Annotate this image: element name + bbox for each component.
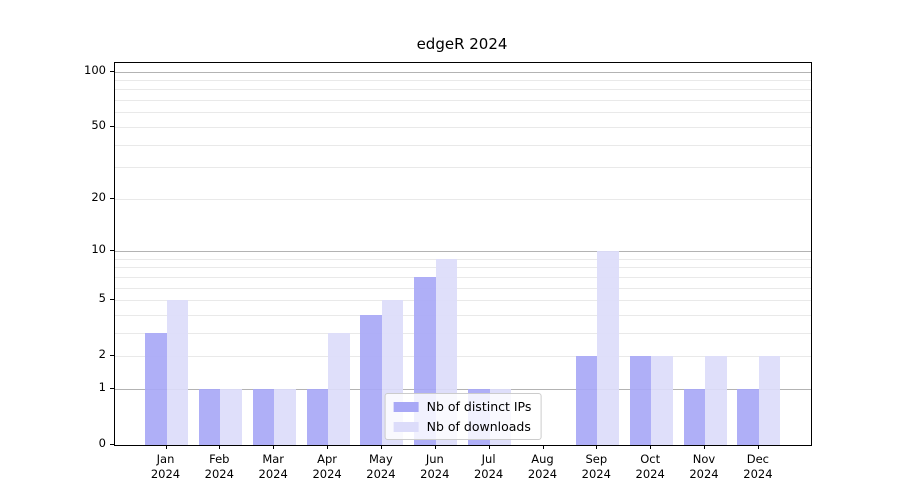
- gridline-y-90: [115, 79, 811, 81]
- gridline-y-2: [115, 356, 811, 358]
- legend-label: Nb of downloads: [426, 419, 531, 434]
- bar-dec-downloads: [758, 356, 781, 445]
- y-tick-label-50: 50: [91, 117, 106, 132]
- x-tick-label-jul: Jul 2024: [473, 452, 504, 481]
- x-tick-label-may: May 2024: [366, 452, 396, 481]
- legend-label: Nb of distinct IPs: [426, 399, 532, 414]
- x-tick-mark-mar: [273, 445, 275, 449]
- y-tick-label-0: 0: [98, 436, 106, 450]
- y-tick-label-10: 10: [91, 241, 106, 256]
- x-tick-mark-jun: [434, 445, 436, 449]
- y-tick-mark-100: [110, 70, 114, 72]
- bar-may-ips: [360, 314, 382, 445]
- gridline-y-1: [115, 388, 811, 390]
- y-tick-mark-0: [110, 444, 114, 445]
- x-tick-mark-aug: [542, 445, 544, 449]
- bar-feb-downloads: [220, 388, 242, 445]
- gridline-y-100: [115, 71, 811, 73]
- y-tick-mark-1: [110, 387, 114, 389]
- x-tick-label-dec: Dec 2024: [743, 452, 773, 481]
- gridline-y-70: [115, 100, 811, 101]
- bar-apr-ips: [306, 388, 329, 445]
- gridline-y-40: [115, 144, 811, 146]
- legend-entry: Nb of downloads: [393, 419, 532, 434]
- bar-nov-ips: [683, 388, 705, 445]
- bar-nov-downloads: [705, 356, 727, 445]
- x-tick-label-jun: Jun 2024: [420, 452, 450, 481]
- gridline-y-20: [115, 198, 811, 200]
- bar-feb-ips: [198, 388, 221, 445]
- bar-mar-downloads: [274, 388, 296, 445]
- bar-mar-ips: [252, 388, 275, 445]
- x-tick-label-oct: Oct 2024: [635, 452, 665, 481]
- x-tick-mark-oct: [650, 445, 652, 449]
- y-tick-mark-5: [110, 299, 114, 300]
- x-tick-mark-sep: [596, 445, 598, 449]
- gridline-y-9: [115, 258, 811, 260]
- gridline-y-60: [115, 112, 811, 114]
- x-tick-mark-may: [380, 445, 382, 449]
- plot-area: Nb of distinct IPs Nb of downloads: [114, 62, 812, 446]
- y-tick-label-20: 20: [91, 189, 106, 204]
- x-tick-label-feb: Feb 2024: [204, 452, 234, 481]
- bar-oct-downloads: [651, 356, 673, 445]
- x-tick-mark-feb: [219, 445, 221, 449]
- bar-jan-downloads: [166, 300, 188, 445]
- x-tick-mark-jul: [488, 445, 490, 449]
- y-tick-mark-20: [110, 197, 114, 199]
- x-tick-label-nov: Nov 2024: [689, 452, 719, 481]
- x-tick-label-jan: Jan 2024: [150, 452, 181, 481]
- bar-oct-ips: [629, 356, 652, 445]
- x-tick-label-aug: Aug 2024: [527, 452, 558, 481]
- gridline-y-10: [115, 250, 811, 252]
- bar-jan-ips: [145, 332, 167, 445]
- legend-swatch-icon: [393, 421, 419, 432]
- legend-swatch-icon: [393, 401, 419, 412]
- bar-sep-ips: [575, 356, 598, 445]
- x-tick-label-mar: Mar 2024: [258, 452, 288, 481]
- x-tick-mark-nov: [704, 445, 705, 449]
- chart-title: edgeR 2024: [416, 35, 508, 53]
- gridline-y-80: [115, 89, 811, 91]
- bar-apr-downloads: [328, 332, 350, 445]
- gridline-y-30: [115, 167, 811, 169]
- gridline-y-3: [115, 332, 811, 334]
- gridline-y-5: [115, 300, 811, 301]
- gridline-y-6: [115, 287, 811, 289]
- y-tick-label-2: 2: [98, 347, 106, 362]
- x-tick-mark-dec: [757, 445, 759, 449]
- y-tick-mark-2: [110, 355, 114, 357]
- y-tick-mark-50: [110, 125, 114, 127]
- legend-entry: Nb of distinct IPs: [393, 399, 532, 414]
- bar-dec-ips: [737, 388, 759, 445]
- gridline-y-4: [115, 314, 811, 316]
- gridline-y-7: [115, 276, 811, 278]
- bar-sep-downloads: [597, 250, 619, 445]
- y-tick-label-100: 100: [84, 62, 106, 77]
- y-tick-mark-10: [110, 249, 114, 251]
- legend: Nb of distinct IPs Nb of downloads: [384, 393, 542, 440]
- x-tick-mark-jan: [165, 445, 167, 449]
- gridline-y-8: [115, 267, 811, 269]
- x-tick-label-apr: Apr 2024: [312, 452, 342, 481]
- x-tick-mark-apr: [327, 445, 329, 449]
- y-tick-label-1: 1: [98, 379, 106, 394]
- x-tick-label-sep: Sep 2024: [581, 452, 611, 481]
- gridline-y-50: [115, 126, 811, 128]
- y-tick-label-5: 5: [98, 290, 106, 305]
